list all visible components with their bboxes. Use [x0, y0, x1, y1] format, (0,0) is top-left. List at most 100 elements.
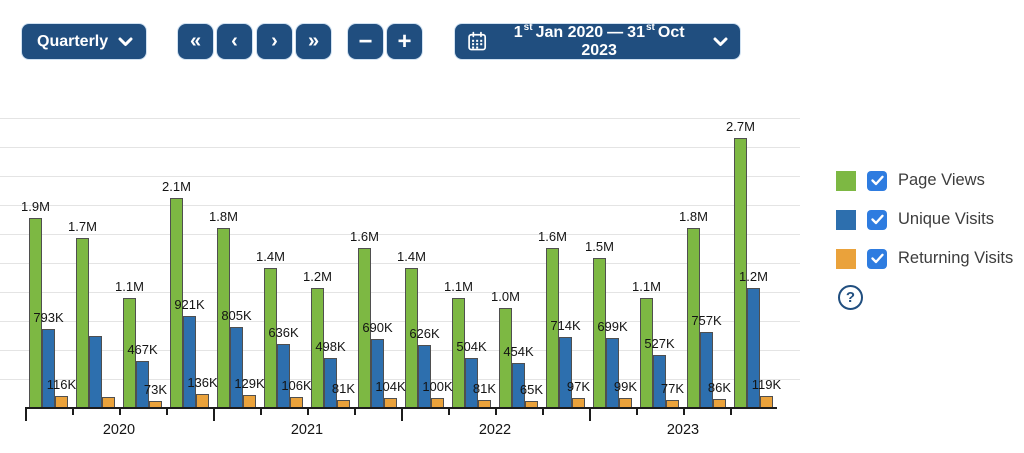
nav-prev-button[interactable]: ‹	[217, 24, 252, 59]
bar-value-label: 1.1M	[444, 279, 473, 294]
question-mark: ?	[845, 289, 856, 306]
bar-page-views[interactable]	[593, 258, 606, 408]
bar-value-label: 921K	[174, 297, 205, 312]
chevron-down-icon	[713, 37, 728, 46]
bar-page-views[interactable]	[546, 248, 559, 408]
returning-visits-checkbox[interactable]	[867, 248, 887, 269]
bar-page-views[interactable]	[734, 138, 747, 408]
bar-value-label: 699K	[597, 319, 628, 334]
unique-visits-checkbox[interactable]	[867, 209, 887, 230]
bar-returning-visits[interactable]	[713, 399, 726, 408]
bar-returning-visits[interactable]	[243, 395, 256, 408]
bar-unique-visits[interactable]	[747, 288, 760, 408]
bar-value-label: 86K	[707, 380, 732, 395]
zoom-out-button[interactable]: −	[348, 24, 383, 59]
bar-unique-visits[interactable]	[230, 327, 243, 408]
nav-next-button[interactable]: ›	[257, 24, 292, 59]
bar-value-label: 805K	[221, 308, 252, 323]
bar-page-views[interactable]	[687, 228, 700, 408]
ordinal-suffix: st	[523, 22, 533, 34]
calendar-icon	[468, 31, 487, 51]
bar-value-label: 2.1M	[162, 179, 191, 194]
bar-value-label: 129K	[234, 376, 265, 391]
bar-page-views[interactable]	[264, 268, 277, 408]
bar-returning-visits[interactable]	[102, 397, 115, 408]
zoom-in-button[interactable]: +	[387, 24, 422, 59]
bar-page-views[interactable]	[29, 218, 42, 408]
bar-page-views[interactable]	[76, 238, 89, 408]
year-tick	[401, 407, 403, 421]
bar-unique-visits[interactable]	[418, 345, 431, 408]
quarter-tick	[542, 409, 544, 415]
bar-returning-visits[interactable]	[55, 396, 68, 408]
bar-value-label: 1.9M	[21, 199, 50, 214]
bar-returning-visits[interactable]	[572, 398, 585, 408]
bar-returning-visits[interactable]	[760, 396, 773, 408]
bar-page-views[interactable]	[452, 298, 465, 408]
bar-unique-visits[interactable]	[512, 363, 525, 408]
bar-unique-visits[interactable]	[700, 332, 713, 408]
quarter-tick	[683, 409, 685, 415]
bar-returning-visits[interactable]	[431, 398, 444, 408]
gridline	[0, 350, 800, 351]
gridline	[0, 263, 800, 264]
bar-page-views[interactable]	[123, 298, 136, 408]
bar-unique-visits[interactable]	[183, 316, 196, 408]
bar-unique-visits[interactable]	[606, 338, 619, 408]
bar-returning-visits[interactable]	[666, 400, 679, 408]
bar-unique-visits[interactable]	[465, 358, 478, 408]
gridline	[0, 205, 800, 206]
bar-page-views[interactable]	[499, 308, 512, 408]
bar-unique-visits[interactable]	[653, 355, 666, 408]
bar-returning-visits[interactable]	[478, 400, 491, 408]
bar-value-label: 1.6M	[350, 229, 379, 244]
bar-unique-visits[interactable]	[371, 339, 384, 408]
bar-page-views[interactable]	[358, 248, 371, 408]
bar-unique-visits[interactable]	[277, 344, 290, 408]
quarter-tick	[636, 409, 638, 415]
quarter-tick	[448, 409, 450, 415]
bar-page-views[interactable]	[217, 228, 230, 408]
legend-item-returning-visits: Returning Visits	[836, 248, 1013, 269]
bar-page-views[interactable]	[640, 298, 653, 408]
page-views-checkbox[interactable]	[867, 170, 887, 191]
quarter-tick	[730, 409, 732, 415]
bar-returning-visits[interactable]	[619, 398, 632, 408]
bar-returning-visits[interactable]	[337, 400, 350, 408]
check-icon	[870, 253, 884, 264]
bar-value-label: 1.6M	[538, 229, 567, 244]
quarter-tick	[307, 409, 309, 415]
date-range-button[interactable]: 1st Jan 2020—31st Oct 2023	[455, 22, 740, 59]
bar-value-label: 636K	[268, 325, 299, 340]
quarter-tick	[354, 409, 356, 415]
bar-value-label: 116K	[46, 377, 77, 392]
legend-item-unique-visits: Unique Visits	[836, 209, 1013, 230]
bar-unique-visits[interactable]	[136, 361, 149, 408]
nav-first-button[interactable]: «	[178, 24, 213, 59]
bar-returning-visits[interactable]	[384, 398, 397, 408]
bar-returning-visits[interactable]	[290, 397, 303, 408]
bar-unique-visits[interactable]	[89, 336, 102, 408]
bar-page-views[interactable]	[311, 288, 324, 408]
bar-page-views[interactable]	[405, 268, 418, 408]
bar-unique-visits[interactable]	[324, 358, 337, 408]
bar-returning-visits[interactable]	[525, 401, 538, 408]
page-views-swatch	[836, 170, 856, 191]
bar-unique-visits[interactable]	[559, 337, 572, 408]
quarter-tick	[119, 409, 121, 415]
bar-page-views[interactable]	[170, 198, 183, 408]
date-range-text: 1st Jan 2020—31st Oct 2023	[513, 22, 685, 59]
bar-value-label: 714K	[550, 318, 581, 333]
bar-value-label: 73K	[143, 382, 168, 397]
quarter-tick	[260, 409, 262, 415]
bar-unique-visits[interactable]	[42, 329, 55, 408]
year-tick	[213, 407, 215, 421]
help-icon[interactable]: ?	[838, 285, 863, 310]
bar-returning-visits[interactable]	[149, 401, 162, 408]
bar-value-label: 77K	[660, 381, 685, 396]
bar-value-label: 757K	[691, 313, 722, 328]
plus-icon: +	[397, 27, 412, 55]
bar-returning-visits[interactable]	[196, 394, 209, 408]
period-dropdown[interactable]: Quarterly	[22, 24, 146, 59]
nav-last-button[interactable]: »	[296, 24, 331, 59]
